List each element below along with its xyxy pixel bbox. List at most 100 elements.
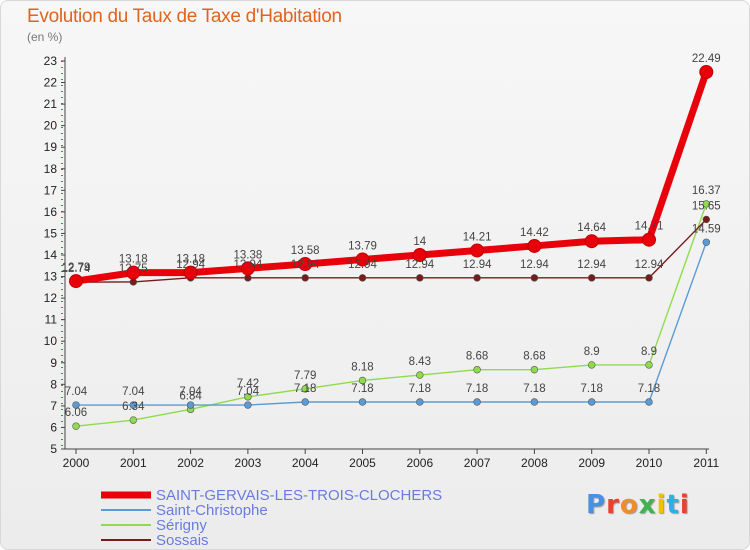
data-point [244,393,252,401]
y-tick-label: 9 [50,356,57,370]
data-point [126,265,141,280]
data-label: 13.58 [291,245,320,257]
data-label: 7.04 [122,386,145,398]
data-point [358,376,367,385]
data-label: 12.79 [62,262,91,274]
data-point [183,265,198,280]
data-point [470,243,485,258]
series-line-3 [75,218,707,283]
data-label: 16.37 [692,185,721,197]
data-label: 8.9 [584,346,600,358]
data-label: 12.94 [176,259,205,271]
logo-letter: i [656,490,667,520]
data-point [244,274,252,282]
data-point [69,274,83,289]
x-tick-label: 2001 [120,456,147,470]
data-label: 7.04 [65,386,88,398]
data-label: 12.75 [119,263,148,275]
data-point [645,398,653,406]
chart-title: Evolution du Taux de Taxe d'Habitation [27,6,342,27]
y-tick-label: 15 [44,226,58,240]
data-point [527,238,542,253]
data-label: 6.84 [179,390,202,402]
data-label: 14 [413,236,426,248]
data-label: 7.04 [179,386,202,398]
data-point [702,215,710,224]
data-label: 14.42 [520,227,549,239]
data-label: 14.71 [635,221,664,233]
legend-label: Sossais [156,532,209,549]
legend-label: Saint-Christophe [156,502,268,519]
data-point [530,365,539,374]
y-tick-label: 8 [50,377,57,391]
y-tick-label: 14 [44,248,58,262]
series-line-2 [75,203,707,427]
x-tick-label: 2008 [521,456,548,470]
data-point [412,248,427,262]
y-tick-label: 5 [50,442,57,456]
series-line-1 [76,242,707,406]
y-tick-label: 23 [44,54,58,68]
y-tick-label: 12 [44,291,58,305]
data-label: 6.06 [65,407,87,419]
data-label: 8.68 [523,351,545,363]
data-point [642,232,656,247]
data-label: 7.18 [581,383,603,395]
data-point [645,361,653,369]
data-label: 14.21 [463,231,492,243]
data-point [72,401,80,409]
data-point [244,401,252,409]
data-point [416,274,424,282]
data-point [587,361,596,369]
y-tick-label: 16 [44,205,58,219]
legend-label: SAINT-GERVAIS-LES-TROIS-CLOCHERS [156,487,442,504]
data-label: 8.68 [466,351,488,363]
data-label: 13.38 [234,249,263,261]
data-label: 14.59 [692,223,721,235]
x-tick-label: 2003 [235,456,262,470]
data-label: 12.94 [635,259,664,271]
y-tick-label: 20 [44,119,58,133]
data-point [298,257,313,272]
data-point [358,274,367,282]
data-label: 7.18 [466,383,488,395]
x-tick-label: 2010 [636,456,663,470]
data-label: 7.18 [351,383,373,395]
logo-letter: x [638,490,657,520]
x-tick-label: 2007 [464,456,491,470]
data-label: 6.34 [122,401,145,413]
data-label: 7.18 [523,383,545,395]
data-point [473,398,481,406]
data-label: 7.04 [237,386,260,398]
data-point [358,398,367,406]
data-point [301,274,309,282]
data-label: 12.94 [463,259,492,271]
data-point [186,401,195,409]
x-tick-label: 2004 [292,456,319,470]
data-label: 12.94 [348,259,377,271]
data-label: 7.18 [294,383,316,395]
data-point [699,64,714,79]
data-point [587,398,596,406]
x-tick-label: 2002 [177,456,204,470]
proxiti-logo[interactable]: Proxiti [586,490,690,520]
data-point [587,274,596,282]
data-point [530,398,539,406]
y-tick-label: 7 [50,399,57,413]
data-point [645,274,653,282]
logo-letter: P [586,490,607,520]
data-point [240,261,255,276]
legend-label: Sérigny [156,517,207,534]
y-tick-label: 6 [50,420,57,434]
y-tick-label: 18 [44,162,58,176]
data-label: 12.74 [62,263,91,275]
chart-subtitle: (en %) [27,30,63,44]
y-tick-label: 13 [44,270,58,284]
data-point [301,398,309,406]
data-label: 14.64 [577,222,606,234]
data-point [129,401,138,409]
x-tick-label: 2006 [406,456,433,470]
logo-letter: o [619,490,639,520]
